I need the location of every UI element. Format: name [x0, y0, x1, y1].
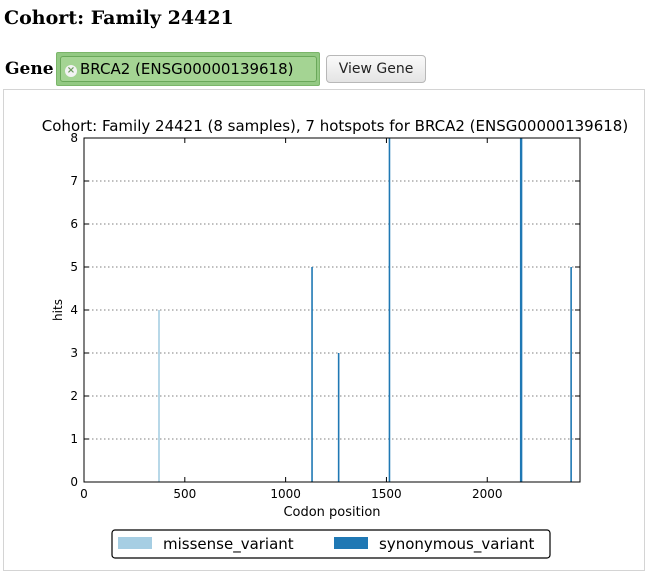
legend-label-synonymous: synonymous_variant	[379, 535, 534, 554]
selected-gene-token[interactable]: × BRCA2 (ENSG00000139618)	[60, 56, 317, 82]
view-gene-button[interactable]: View Gene	[326, 55, 426, 83]
hotspot-chart: Cohort: Family 24421 (8 samples), 7 hots…	[4, 90, 644, 570]
y-tick-label: 1	[70, 432, 78, 446]
y-tick-label: 3	[70, 346, 78, 360]
y-axis-label: hits	[51, 299, 65, 321]
gene-label: Gene	[5, 59, 54, 79]
y-tick-label: 2	[70, 389, 78, 403]
y-tick-label: 8	[70, 131, 78, 145]
y-tick-label: 4	[70, 303, 78, 317]
x-tick-label: 1500	[371, 487, 402, 501]
legend: missense_variant synonymous_variant	[112, 530, 550, 558]
x-tick-label: 500	[173, 487, 196, 501]
gene-input[interactable]: × BRCA2 (ENSG00000139618)	[56, 52, 320, 86]
chart-title: Cohort: Family 24421 (8 samples), 7 hots…	[42, 117, 628, 135]
legend-label-missense: missense_variant	[163, 535, 294, 554]
page-title: Cohort: Family 24421	[4, 7, 234, 29]
x-tick-label: 0	[80, 487, 88, 501]
remove-token-icon[interactable]: ×	[65, 65, 77, 77]
y-tick-label: 5	[70, 260, 78, 274]
plot-panel: Cohort: Family 24421 (8 samples), 7 hots…	[3, 89, 645, 571]
gene-selector: Gene × BRCA2 (ENSG00000139618) View Gene	[5, 52, 645, 86]
x-axis-label: Codon position	[283, 505, 380, 520]
legend-swatch-synonymous	[334, 537, 368, 549]
y-tick-label: 6	[70, 217, 78, 231]
y-tick-label: 0	[70, 475, 78, 489]
x-tick-label: 1000	[270, 487, 301, 501]
legend-swatch-missense	[118, 537, 152, 549]
x-tick-label: 2000	[472, 487, 503, 501]
y-tick-label: 7	[70, 174, 78, 188]
selected-gene-text: BRCA2 (ENSG00000139618)	[80, 60, 294, 78]
